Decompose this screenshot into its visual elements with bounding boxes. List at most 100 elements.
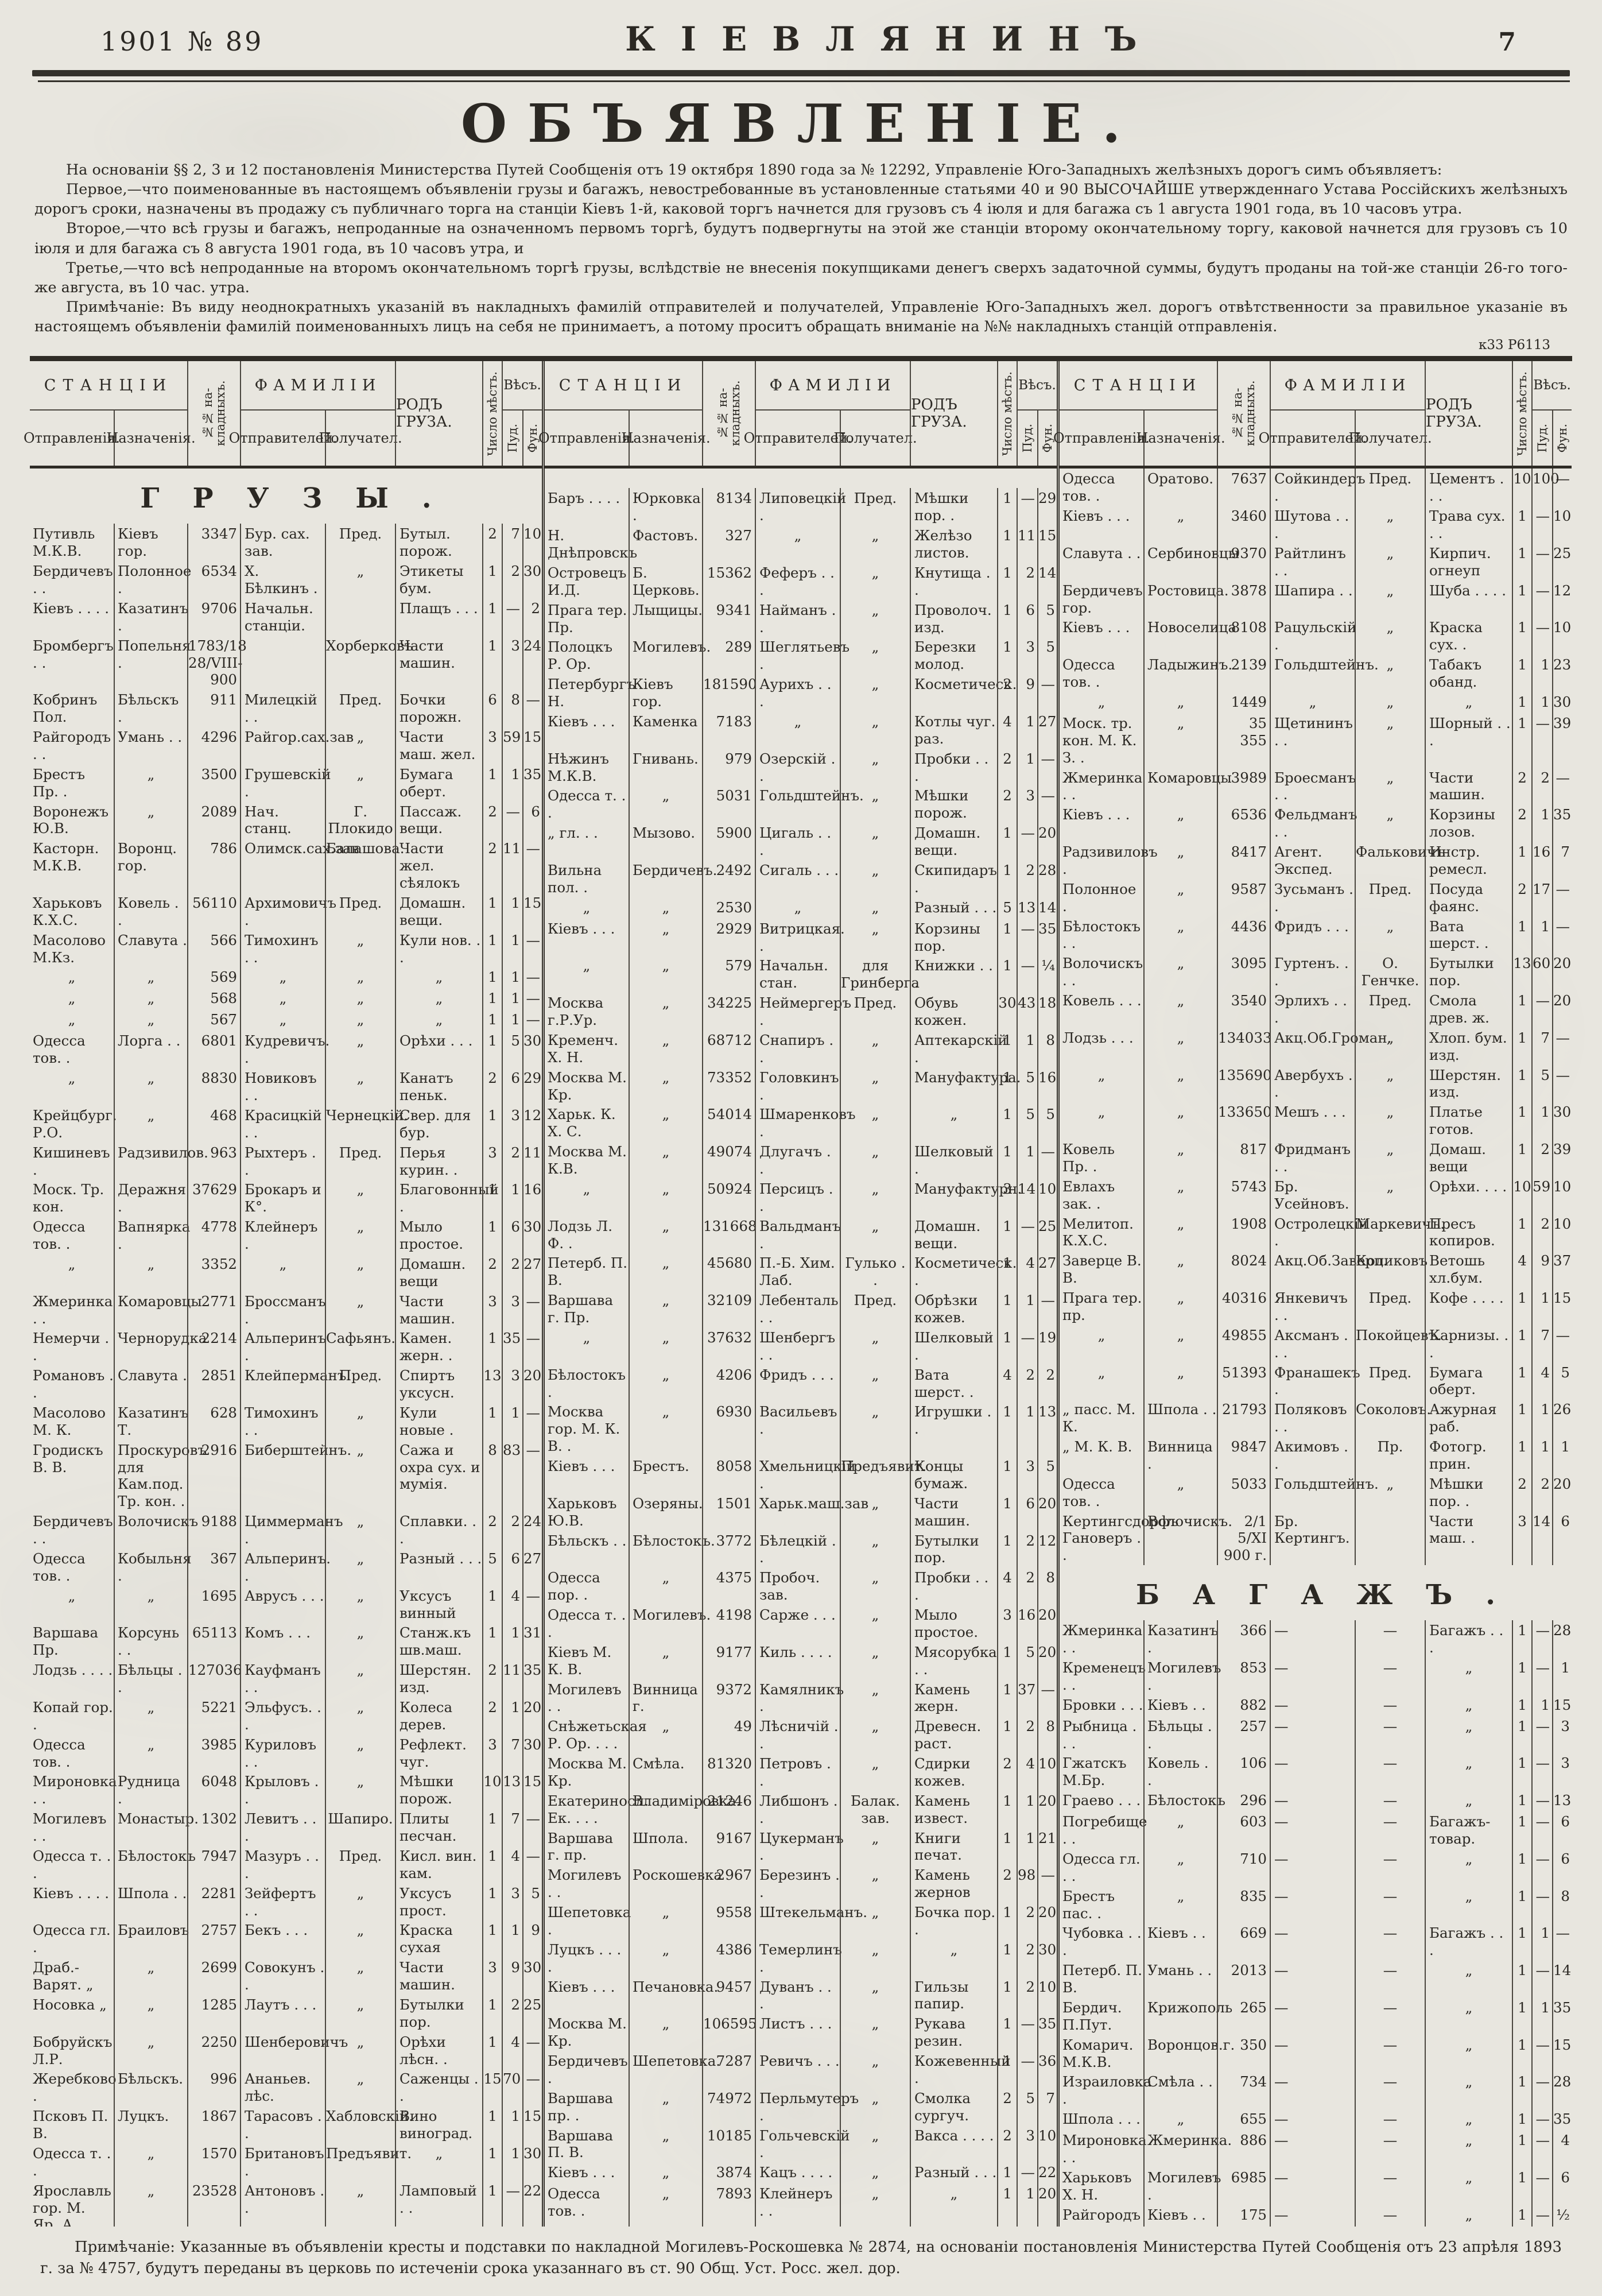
cell-station-from: Петерб. П. В. [548,1255,628,1289]
cell-weight-pud: 5 [1017,2088,1037,2125]
cell-weight-fun: 8 [1037,1567,1057,1605]
cell-weight-fun: 6 [1552,1511,1572,1566]
cell-receiver: „ [325,1402,395,1440]
cell-places: 6 [482,690,502,727]
cell-weight-fun: 20 [1037,2183,1057,2221]
cell-cargo-type: Цементъ . . . [1425,469,1512,506]
cell-station-from: Одесса т. . . [548,1606,626,1640]
cell-station-from: Моск. тр. кон. М. К. З. . [1062,714,1137,766]
cell-receiver: „ [325,988,395,1010]
cell-receiver: „ [840,1215,910,1253]
cell-places: 10 [482,1771,502,1809]
table-row: Кіевъ . . . Брестъ. 8058 Хмельницкій . Предъ… [545,1456,1057,1493]
cell-sender: Лѣсничій . . [755,1716,840,1754]
table-row: Москва гор. М. К. В. . „ 6930 Васильевъ . „ И… [545,1401,1057,1457]
cell-weight-fun: 22 [1037,2162,1057,2184]
cell-station-to: Бѣльскъ. [114,2069,187,2107]
cell-station-to: „ [629,1141,702,1179]
cell-station-from: Брестъ Пр. . [33,765,86,800]
cell-receiver: Пред. [1355,469,1425,506]
cell-receiver: Пр. [1355,1437,1425,1474]
intro-paragraph: Второе,—что всѣ грузы и багажъ, непродан… [34,220,1568,257]
cell-sender: Дуванъ . . . [755,1976,840,2014]
cell-places: 1 [482,892,502,930]
table-row: Комарич. М.К.В. Воронцов.г. 350— — „ 1—15 [1060,2034,1572,2072]
cell-sender: „ [240,967,325,989]
cell-cargo-type: Разный . . . [910,897,997,919]
cell-cargo-type: Мыло простое. [910,1605,997,1642]
cell-places: 5 [997,897,1017,919]
cell-station-to: Шпола . . [114,1883,187,1921]
header-pud: Пуд. [1017,411,1037,466]
cell-sender: Гуртенъ. . . [1270,953,1355,991]
cell-cargo-type: Разный . . . [910,2162,997,2184]
cell-station-to: „ [1143,842,1217,879]
cell-station-to: „ [629,2162,702,2184]
cell-cargo-type: „ [1425,1960,1512,1997]
table-row: Москва М. К.В. „ 49074 Длугачъ . . „ Шелковый… [545,1141,1057,1179]
cell-station-from: Кертингсдорфъ Гановеръ . . [1062,1512,1179,1564]
cell-station-from: Вильна пол. . [548,861,602,896]
cell-weight-pud: 1 [502,1009,522,1031]
cell-receiver: Пред. [840,993,910,1030]
cell-receiver: Пред. [325,1142,395,1180]
cell-places: 1 [997,1290,1017,1327]
cell-weight-pud: 3 [1017,2125,1037,2163]
cell-cargo-type: Бочки порожн. [395,690,482,727]
cell-sender: — [1270,1848,1355,1886]
cell-places: 1 [1512,990,1531,1028]
cell-places: 1 [997,1902,1017,1939]
cell-waybill-number: 68712 [702,1029,755,1067]
table-row: Масолово М. К. Казатинъ Т. 628 Тимохинъ . .… [30,1402,542,1440]
table-row: Нѣжинъ М.К.В. Гнивань. 979 Озерскій . . „ Про… [545,748,1057,786]
table-row: Копай гор. . „ 5221 Эльфусъ. . . „ Колеса дер… [30,1697,542,1734]
cell-places: 2 [997,785,1017,823]
cell-weight-pud: — [1017,1215,1037,1253]
cell-cargo-type: Пресъ копиров. [1425,1213,1512,1251]
cell-station-to: Кіевъ . . [1143,1923,1217,1961]
table-row: Москва М. Кр. „ 73352 Головкинъ . „ Мануфакту… [545,1067,1057,1105]
table-row: Шепетовка . „ 9558 Штекельманъ. „ Бочка пор. … [545,1902,1057,1939]
cell-weight-fun: 15 [1552,1288,1572,1325]
table-row: Лодзь Л. Ф. . „ 131668 Вальдманъ . „ Домашн. … [545,1215,1057,1253]
cell-station-to: Б. Церковь. [629,562,702,600]
cell-waybill-number: 175 [1217,2204,1270,2227]
cell-sender: Липовецкій . [755,488,846,526]
cell-station-to: „ [1143,1064,1217,1102]
cell-weight-pud: 1 [502,2106,522,2143]
cell-sender: — [1270,1657,1355,1695]
cell-receiver: „ [325,1009,395,1031]
cell-cargo-type: Бумага оберт. [395,764,482,802]
cell-station-from: Погребище . . [1062,1813,1147,1848]
cell-cargo-type: Краска сух. . [1425,617,1512,655]
cell-weight-pud: 59 [502,727,522,764]
cell-weight-fun: 9 [522,1920,542,1958]
announcement-intro: На основаніи §§ 2, 3 и 12 постановленія … [34,160,1568,336]
cell-sender: — [1270,1790,1355,1812]
cell-sender: Темерлинъ . [755,1939,842,1977]
cell-waybill-number: 835 [1217,1885,1270,1923]
cell-weight-pud: 60 [1531,953,1552,991]
cell-station-from: Чубовка . . . [1062,1925,1142,1959]
cell-weight-fun: 6 [1552,2167,1572,2205]
cell-weight-fun: 14 [1037,562,1057,600]
cell-receiver: „ [1355,1102,1425,1140]
table-row: Харьковъ Ю.В. Озеряны. 1501 Харьк.маш.зав „ Ч… [545,1493,1057,1531]
cell-waybill-number: 603 [1217,1811,1270,1849]
cell-cargo-type: Части машин. [395,635,482,690]
cell-station-from: Кіевъ . . . . [33,599,109,617]
cell-station-from: Петербургъ Н. [548,676,635,710]
cell-weight-pud: — [1531,506,1552,543]
cell-weight-pud: 5 [1017,1067,1037,1105]
cell-cargo-type: Аптекарскій . [910,1029,1007,1067]
cell-receiver: Пред. [1355,878,1425,916]
cell-station-from: Шепетовка . [548,1904,631,1938]
cell-sender: Брокаръ и К°. [240,1179,325,1217]
cell-waybill-number: 49855 [1217,1325,1270,1362]
cell-cargo-type: Кули нов. . . [395,930,482,967]
cell-places: 1 [997,1029,1017,1067]
cell-receiver: „ [840,525,910,563]
cell-places: 3 [482,1734,502,1772]
cell-sender: Поляковъ . . [1270,1399,1355,1437]
cell-places: 1 [1512,1620,1531,1658]
